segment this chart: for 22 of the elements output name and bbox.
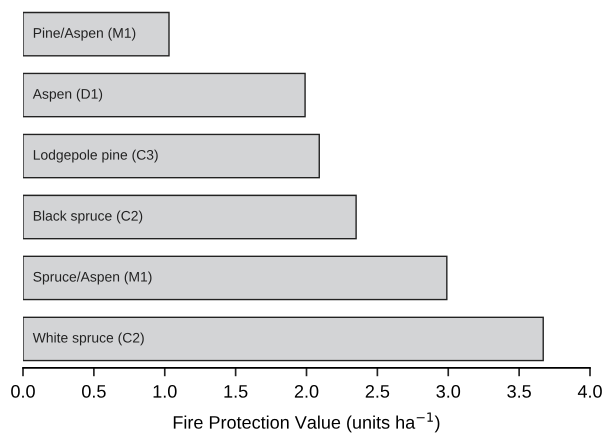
y-tick-label: Pine/Aspen (M1) [34, 28, 136, 41]
y-tick-label: Aspen (D1) [32, 88, 102, 102]
y-tick-label: Lodgepole pine (C3) [34, 150, 158, 163]
y-tick-label: Black spruce (C2) [34, 210, 142, 224]
x-tick-label: 3.0 [436, 385, 460, 398]
bar [23, 194, 357, 240]
y-tick-label: Spruce/Aspen (M1) [33, 271, 152, 284]
x-tick-label: 2.5 [366, 385, 390, 398]
bar [23, 12, 170, 56]
x-tick-label: 1.5 [224, 385, 248, 398]
x-tick-label: 0.0 [11, 385, 35, 398]
x-tick-label: 3.5 [507, 385, 531, 398]
bar [23, 72, 306, 118]
bar [23, 256, 448, 300]
bar [23, 316, 544, 362]
x-tick-label: 1.0 [154, 385, 177, 398]
x-tick-label: 0.5 [82, 385, 106, 398]
bar [23, 134, 320, 178]
x-tick-label: 2.0 [294, 385, 318, 398]
x-axis-title: Fire Protection Value (units ha$^{−1}$) [174, 412, 440, 432]
y-tick-label: White spruce (C2) [32, 332, 144, 346]
x-tick-label: 4.0 [578, 385, 602, 398]
